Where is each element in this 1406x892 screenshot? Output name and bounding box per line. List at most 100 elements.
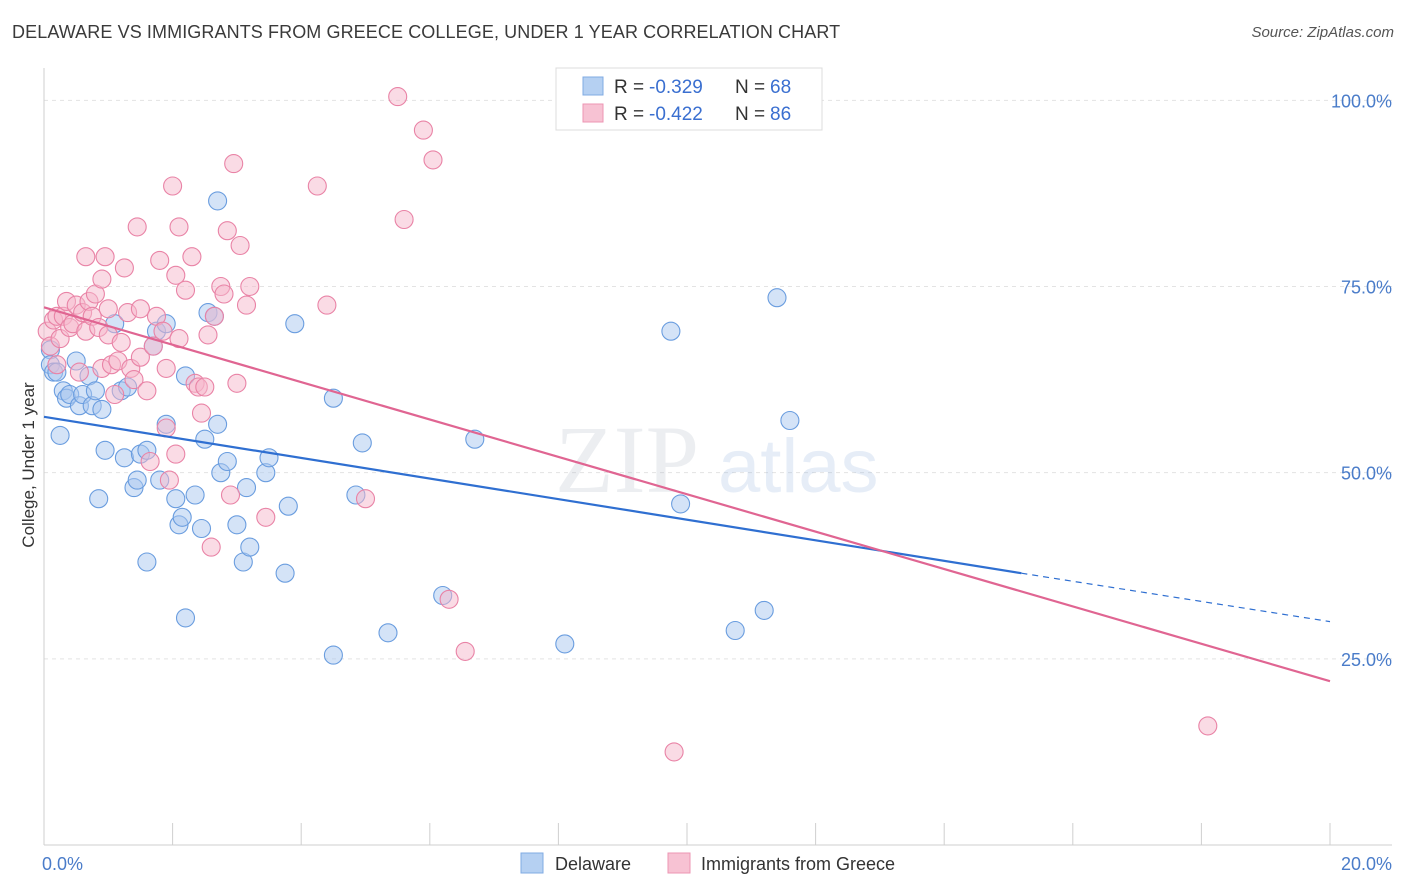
stats-legend: R = -0.329 N = 68 R = -0.422 N = 86 — [555, 67, 823, 131]
greece-point — [455, 641, 475, 661]
greece-point — [664, 742, 684, 762]
greece-point — [220, 485, 241, 505]
legend-r-value-2: -0.422 — [649, 104, 703, 125]
greece-point — [388, 87, 408, 107]
greece-point — [153, 321, 173, 341]
delaware-point — [92, 399, 112, 419]
delaware-point — [208, 414, 228, 434]
legend-n-label-2: N = — [735, 104, 765, 125]
legend-n-value-2: 86 — [770, 104, 791, 125]
greece-point — [130, 347, 150, 367]
greece-point — [111, 332, 131, 352]
delaware-point — [185, 485, 205, 505]
greece-point — [143, 336, 163, 356]
delaware-point — [725, 620, 745, 641]
trend-lines — [43, 306, 1331, 683]
delaware-point — [555, 634, 575, 654]
delaware-point — [114, 448, 134, 468]
greece-point — [156, 358, 176, 378]
greece-point — [201, 537, 221, 557]
greece-point — [217, 221, 237, 241]
bottom-swatch-delaware — [520, 852, 544, 874]
series-legend: Delaware Immigrants from Greece — [520, 852, 895, 874]
y-tick-label: 25.0% — [1341, 650, 1392, 670]
greece-point — [137, 381, 157, 401]
legend-n-label-1: N = — [735, 77, 765, 98]
greece-point — [195, 377, 215, 397]
legend-n-value-1: 68 — [770, 77, 791, 98]
delaware-point — [50, 425, 70, 445]
greece-point — [98, 299, 118, 319]
greece-point — [76, 247, 96, 267]
greece-point — [439, 589, 459, 609]
bottom-swatch-greece — [667, 852, 691, 874]
greece-point — [163, 176, 183, 196]
greece-point — [240, 276, 260, 297]
greece-point — [191, 403, 212, 423]
delaware-trend-line — [43, 415, 1022, 575]
x-tick-label-min: 0.0% — [42, 854, 83, 874]
delaware-point — [89, 489, 109, 509]
delaware-point — [278, 496, 298, 516]
greece-point — [230, 235, 250, 256]
greece-point — [317, 295, 337, 315]
greece-point — [95, 247, 115, 267]
chart-title: DELAWARE VS IMMIGRANTS FROM GREECE COLLE… — [12, 22, 841, 42]
legend-swatch-delaware — [582, 76, 604, 96]
greece-point — [214, 284, 234, 304]
greece-point — [307, 176, 327, 196]
greece-point — [256, 507, 276, 527]
delaware-point — [754, 600, 774, 620]
delaware-point — [191, 518, 212, 539]
greece-point — [1198, 716, 1218, 736]
greece-point — [92, 269, 112, 289]
delaware-point — [285, 314, 305, 334]
delaware-point — [236, 478, 257, 498]
greece-point — [166, 265, 186, 285]
delaware-point — [127, 470, 147, 490]
y-axis-label: College, Under 1 year — [19, 382, 38, 548]
watermark-atlas: atlas — [718, 424, 879, 509]
greece-point — [105, 384, 125, 405]
greece-point — [130, 299, 150, 319]
greece-point — [175, 280, 196, 300]
delaware-point — [175, 608, 196, 628]
greece-point — [150, 250, 170, 270]
legend-r-label-2: R = — [614, 104, 644, 125]
delaware-points — [40, 191, 800, 665]
greece-point — [423, 150, 443, 170]
delaware-point — [227, 515, 247, 535]
greece-point — [140, 451, 160, 472]
axes — [43, 68, 1392, 846]
delaware-point — [767, 288, 787, 308]
greece-point — [69, 362, 89, 382]
greece-point — [114, 258, 134, 278]
greece-point — [224, 154, 244, 174]
delaware-point — [671, 494, 691, 514]
delaware-point — [208, 191, 228, 211]
delaware-point — [323, 645, 343, 665]
greece-point — [169, 217, 189, 237]
watermark: ZIP atlas — [555, 406, 879, 513]
greece-point — [227, 373, 247, 393]
greece-point — [124, 370, 144, 390]
source-credit: Source: ZipAtlas.com — [1251, 24, 1394, 41]
delaware-point — [378, 623, 398, 643]
y-tick-label: 75.0% — [1341, 278, 1392, 298]
y-tick-labels: 25.0% 50.0% 75.0% 100.0% — [1331, 91, 1392, 669]
delaware-point — [661, 321, 681, 341]
delaware-point — [275, 563, 295, 583]
delaware-point — [172, 507, 192, 527]
legend-label-greece: Immigrants from Greece — [701, 854, 895, 874]
legend-swatch-greece — [582, 103, 604, 123]
greece-point — [355, 489, 376, 509]
x-tick-label-max: 20.0% — [1341, 854, 1392, 874]
delaware-point — [137, 552, 157, 572]
legend-label-delaware: Delaware — [555, 854, 631, 874]
legend-r-value-1: -0.329 — [649, 77, 703, 98]
greece-trend-line — [43, 306, 1331, 683]
gridlines — [44, 99, 1392, 660]
delaware-point — [85, 381, 105, 401]
greece-point — [198, 325, 218, 345]
